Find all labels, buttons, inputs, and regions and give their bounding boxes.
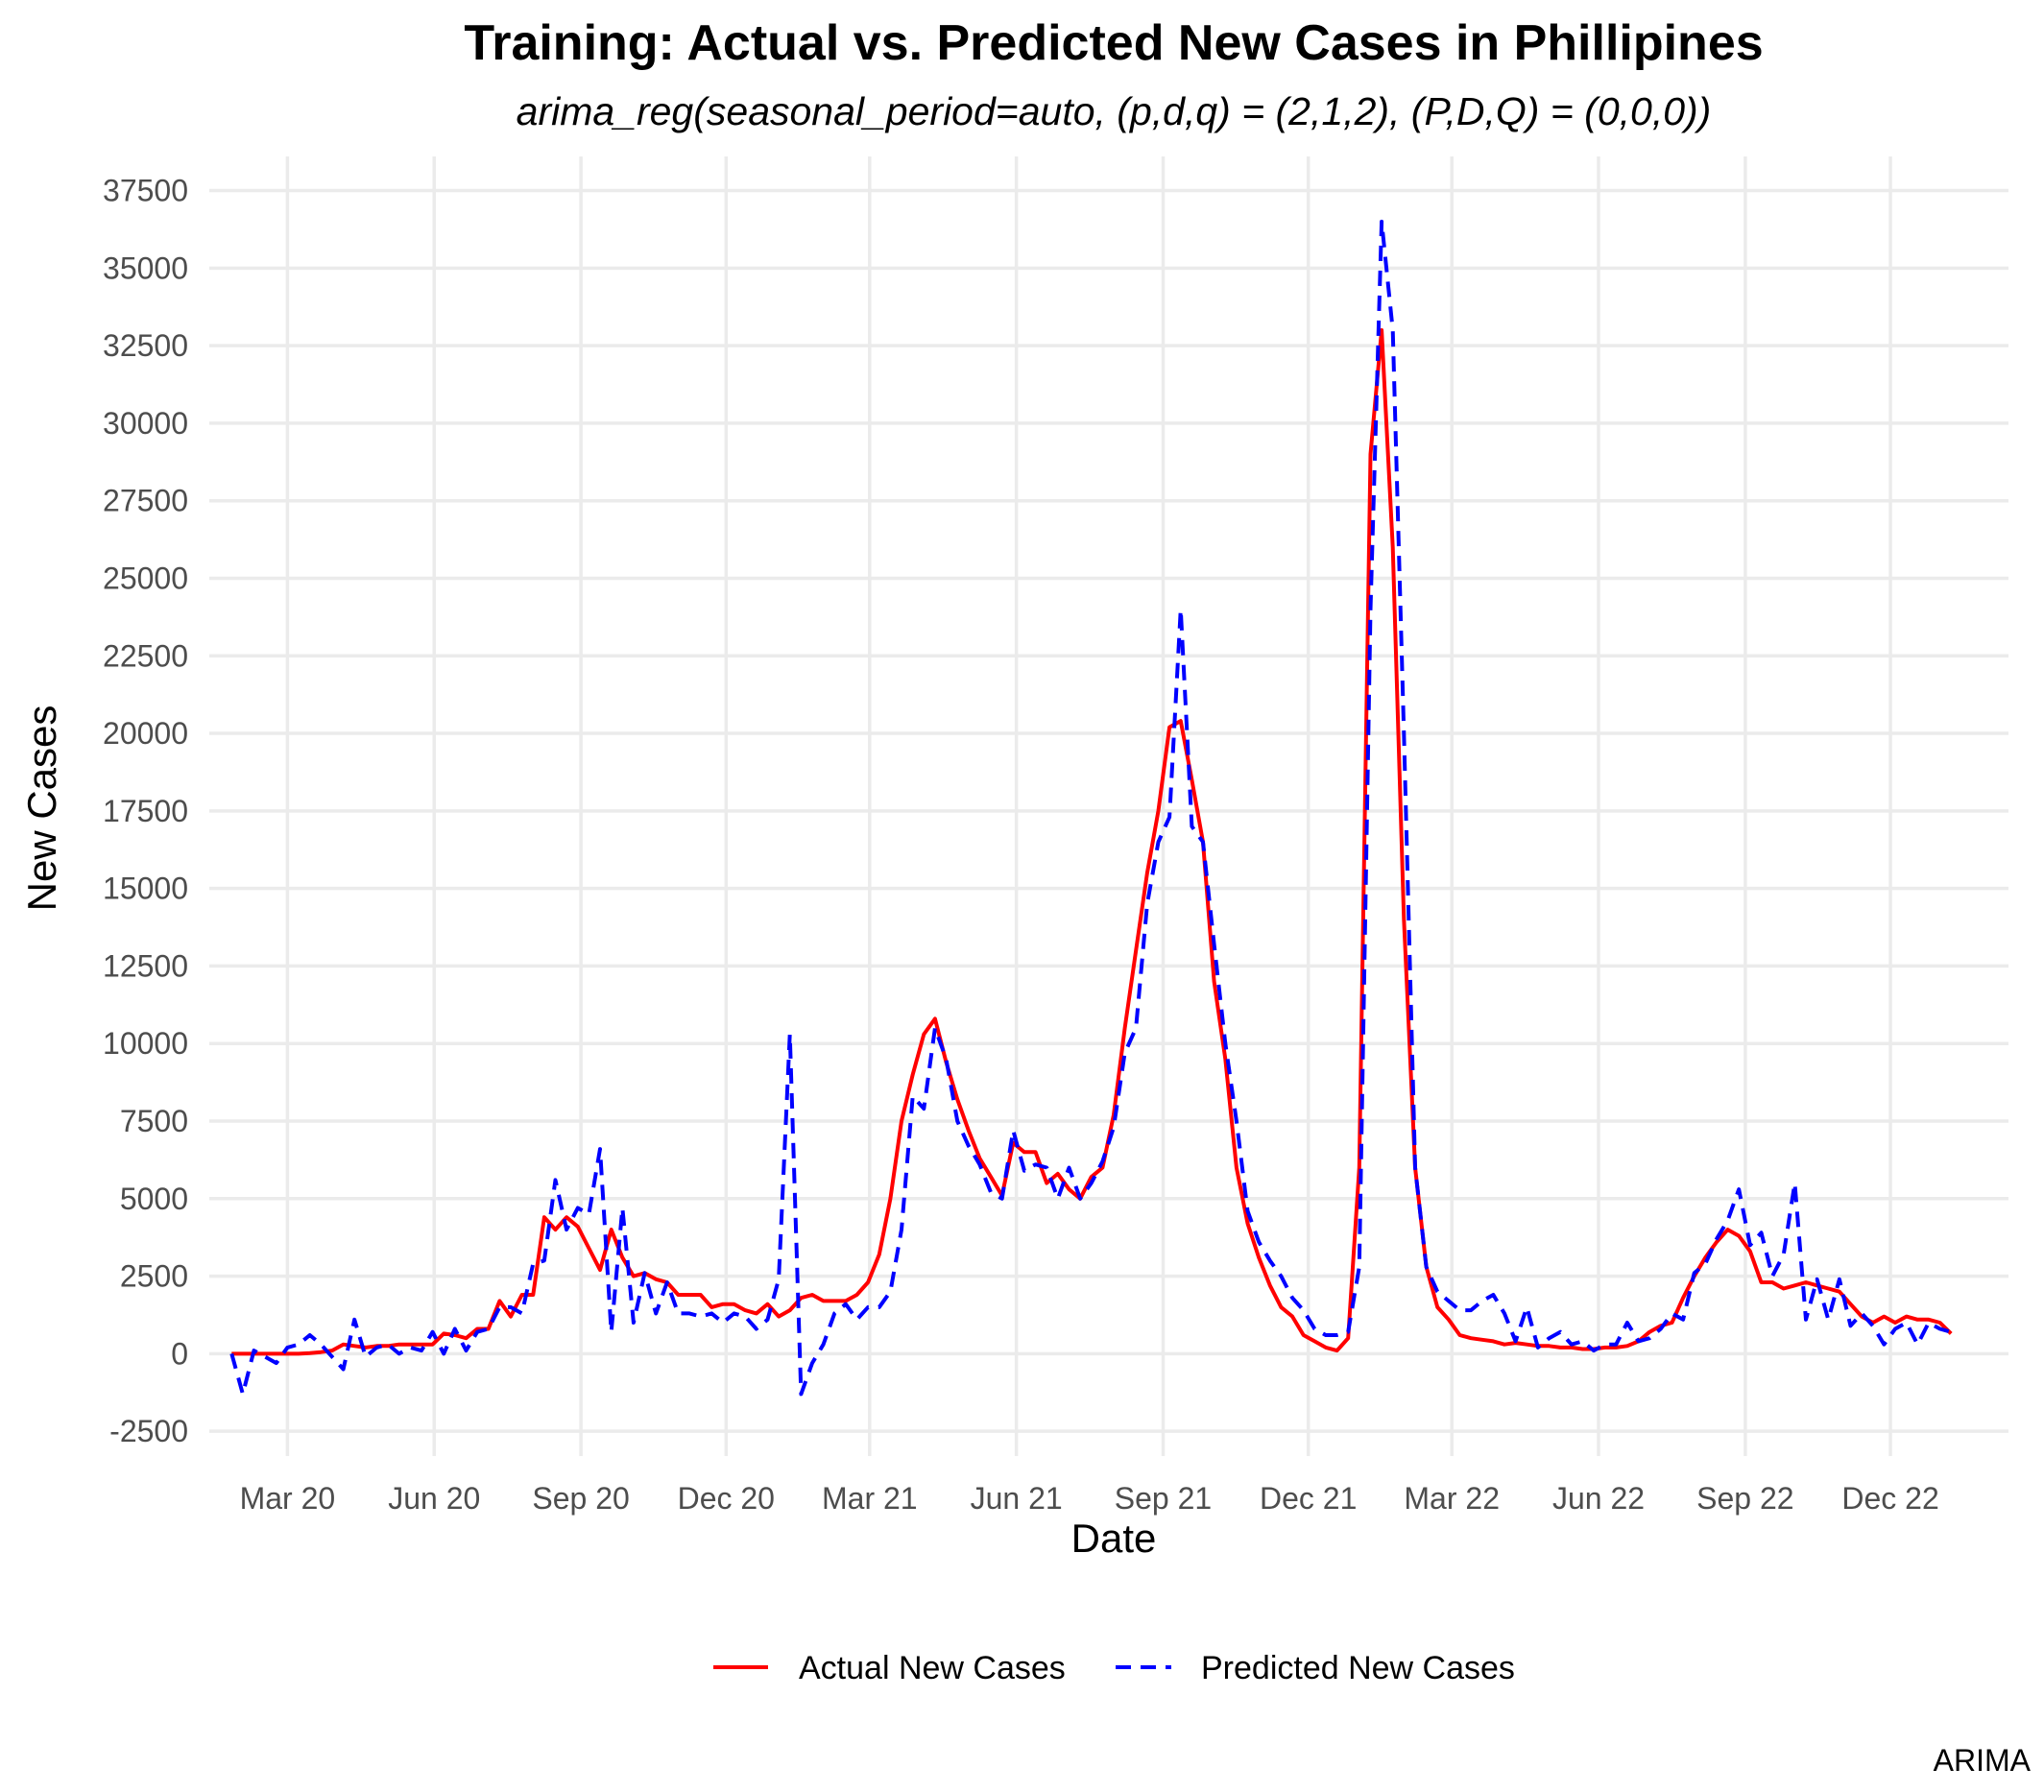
y-tick-label: 7500 [120, 1104, 188, 1138]
chart-caption: ARIMA [1934, 1743, 2032, 1778]
y-tick-label: 12500 [103, 948, 188, 983]
y-tick-label: -2500 [109, 1414, 188, 1448]
legend: Actual New Cases Predicted New Cases [713, 1650, 1515, 1686]
y-tick-label: 0 [171, 1336, 188, 1371]
y-tick-label: 25000 [103, 561, 188, 595]
y-tick-label: 30000 [103, 406, 188, 441]
y-tick-label: 32500 [103, 328, 188, 363]
y-tick-label: 17500 [103, 794, 188, 828]
x-tick-label: Jun 20 [388, 1481, 480, 1516]
series-layer [229, 219, 1953, 1397]
series-line-predicted [229, 219, 1952, 1397]
x-tick-label: Mar 20 [240, 1481, 336, 1516]
major-gridlines [209, 156, 2008, 1456]
legend-label: Predicted New Cases [1201, 1650, 1515, 1686]
x-axis-tick-labels: Mar 20 Jun 20 Sep 20 Dec 20 Mar 21 Jun 21 Sep … [240, 1481, 1939, 1516]
x-tick-label: Jun 22 [1552, 1481, 1645, 1516]
chart-subtitle: arima_reg(seasonal_period=auto, (p,d,q) … [517, 89, 1712, 133]
y-tick-label: 10000 [103, 1026, 188, 1061]
x-tick-label: Sep 21 [1115, 1481, 1212, 1516]
y-tick-label: 20000 [103, 716, 188, 751]
y-tick-label: 37500 [103, 174, 188, 208]
y-tick-label: 27500 [103, 484, 188, 518]
x-tick-label: Sep 22 [1696, 1481, 1793, 1516]
x-tick-label: Sep 20 [532, 1481, 629, 1516]
x-tick-label: Mar 21 [822, 1481, 918, 1516]
y-tick-label: 22500 [103, 638, 188, 673]
y-tick-label: 5000 [120, 1182, 188, 1216]
chart-title: Training: Actual vs. Predicted New Cases… [464, 15, 1763, 71]
legend-label: Actual New Cases [799, 1650, 1066, 1686]
x-tick-label: Dec 22 [1841, 1481, 1938, 1516]
y-axis-tick-labels: -2500 0 2500 5000 7500 10000 12500 15000 17500 20… [103, 174, 188, 1449]
y-tick-label: 35000 [103, 251, 188, 285]
y-axis-title: New Cases [19, 705, 64, 912]
y-tick-label: 2500 [120, 1259, 188, 1294]
x-tick-label: Jun 21 [971, 1481, 1063, 1516]
x-axis-title: Date [1071, 1516, 1157, 1561]
x-tick-label: Dec 21 [1260, 1481, 1357, 1516]
x-tick-label: Mar 22 [1404, 1481, 1500, 1516]
x-tick-label: Dec 20 [678, 1481, 775, 1516]
y-tick-label: 15000 [103, 872, 188, 906]
